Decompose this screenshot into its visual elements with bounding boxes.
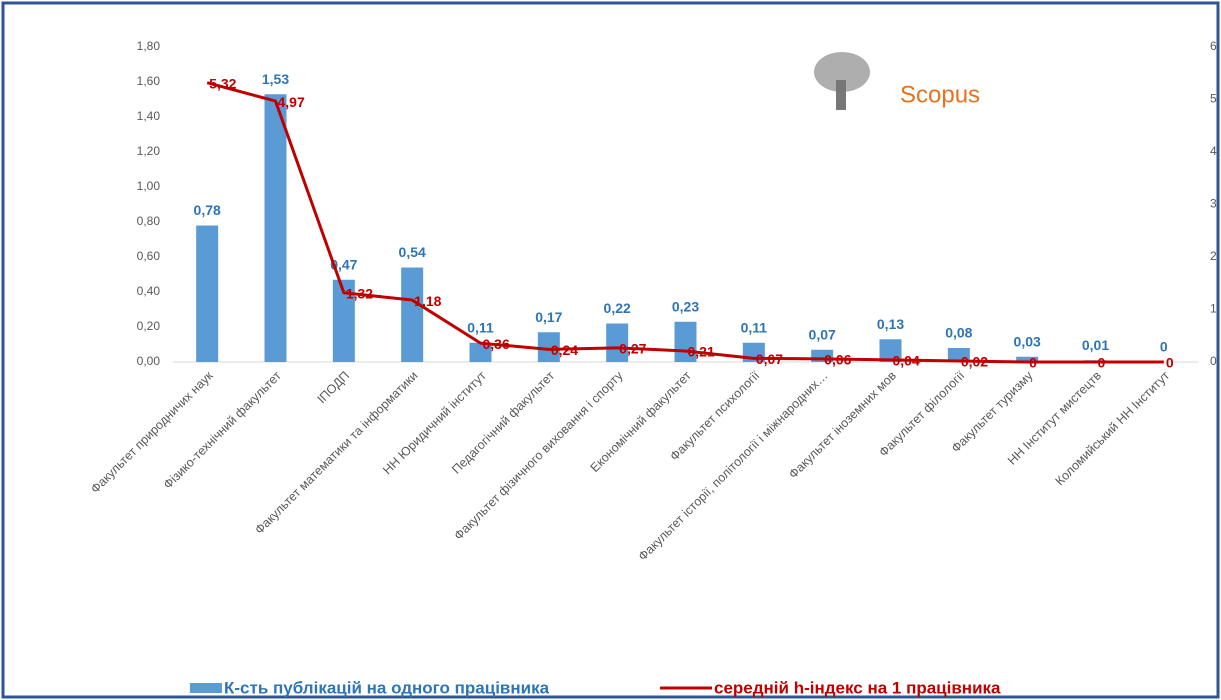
y-tick-label: 1,80	[137, 39, 161, 53]
y-tick-label: 1,60	[137, 74, 161, 88]
bar	[469, 342, 492, 362]
line-value-label: 0	[1166, 355, 1174, 371]
bar-value-label: 0,01	[1082, 337, 1109, 353]
line-value-label: 1,32	[346, 285, 373, 301]
bar	[606, 323, 629, 362]
logo: Scopus	[800, 50, 1000, 122]
line	[206, 81, 1164, 364]
logo-tree	[814, 52, 870, 92]
bar-value-label: 0,08	[945, 325, 972, 341]
y-tick-label: 0,60	[137, 249, 161, 263]
y-tick-label: 0,80	[137, 214, 161, 228]
line-value-label: 0,06	[824, 352, 851, 368]
y-tick-label: 0,00	[137, 354, 161, 368]
bar-value-label: 0,17	[535, 309, 562, 325]
line-value-label: 0	[1098, 355, 1106, 371]
y-tick-label: 1,20	[137, 144, 161, 158]
line-value-label: 0,21	[688, 344, 715, 360]
bar-value-label: 0,13	[877, 316, 904, 332]
bar	[947, 348, 970, 362]
y2-tick-label: 4	[1210, 144, 1217, 158]
bar	[196, 225, 219, 362]
bar	[879, 339, 902, 362]
bar-value-label: 1,53	[262, 71, 289, 87]
line-value-label: 0,36	[483, 336, 510, 352]
bar	[537, 332, 560, 362]
bar	[401, 267, 424, 362]
bar-value-label: 0,23	[672, 298, 699, 314]
line-value-label: 0,02	[961, 354, 988, 370]
bar	[264, 94, 287, 362]
bar-value-label: 0,03	[1014, 333, 1041, 349]
y2-tick-label: 0	[1210, 354, 1217, 368]
bar-value-label: 0,47	[330, 256, 357, 272]
y2-tick-label: 1	[1210, 302, 1217, 316]
line-value-label: 0	[1029, 355, 1037, 371]
y-tick-label: 1,40	[137, 109, 161, 123]
line-value-label: 0,07	[756, 351, 783, 367]
y-tick-label: 1,00	[137, 179, 161, 193]
y2-tick-label: 3	[1210, 197, 1217, 211]
line-value-label: 0,24	[551, 342, 578, 358]
logo-text: Scopus	[900, 81, 980, 108]
legend-label: К-сть публікацій на одного працівника	[224, 678, 550, 697]
y2-tick-label: 2	[1210, 249, 1217, 263]
legend-swatch	[190, 683, 222, 693]
bar-value-label: 0	[1160, 339, 1168, 355]
bar	[1016, 356, 1039, 362]
line-value-label: 0,27	[619, 341, 646, 357]
logo-trunk	[836, 80, 846, 110]
line-value-label: 0,04	[893, 353, 920, 369]
bar-value-label: 0,78	[194, 202, 221, 218]
line-value-label: 4,97	[278, 94, 305, 110]
legend-label: середній h-індекс на 1 працівника	[714, 678, 1001, 697]
line-value-label: 1,18	[414, 293, 441, 309]
y-tick-label: 0,40	[137, 284, 161, 298]
bar-value-label: 0,11	[741, 319, 768, 335]
bar	[332, 279, 355, 362]
line-value-label: 5,32	[209, 75, 236, 91]
y2-tick-label: 5	[1210, 92, 1217, 106]
y-tick-label: 0,20	[137, 319, 161, 333]
bar-value-label: 0,22	[604, 300, 631, 316]
bar-value-label: 0,07	[809, 326, 836, 342]
y2-tick-label: 6	[1210, 39, 1217, 53]
bar-value-label: 0,11	[467, 319, 494, 335]
bar-value-label: 0,54	[399, 244, 426, 260]
